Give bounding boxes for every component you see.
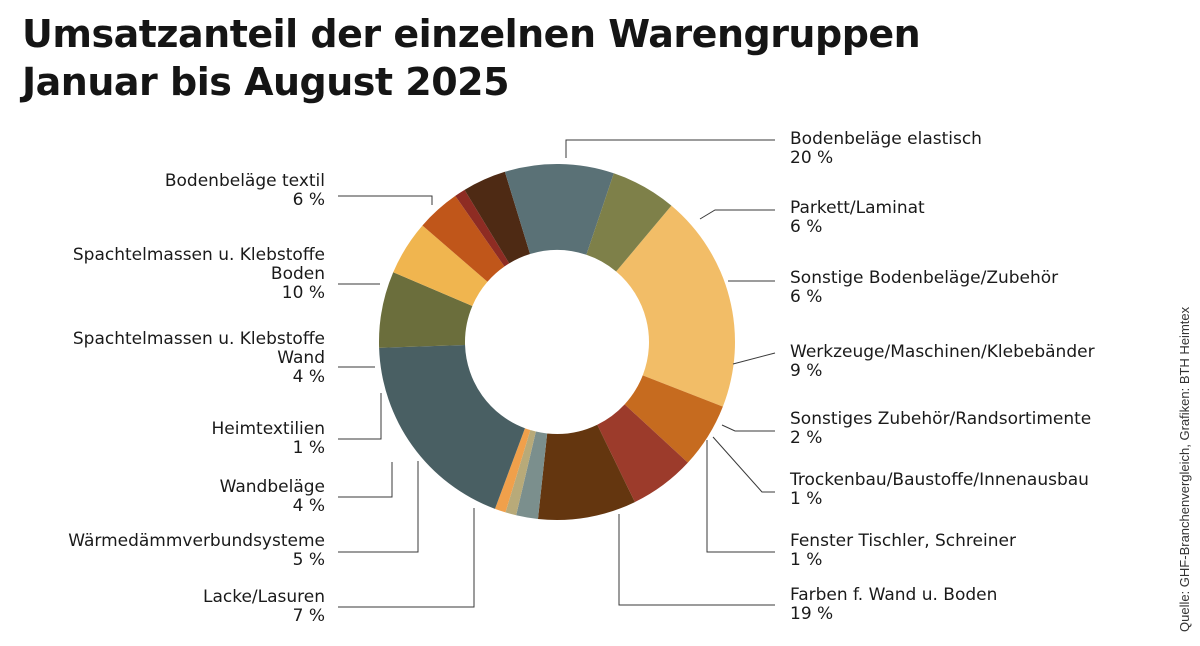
slice-0 — [616, 205, 735, 407]
slice-name-8: Lacke/Lasuren — [203, 587, 325, 607]
slice-label-10: Wandbeläge 4 % — [220, 477, 325, 516]
donut-slices — [379, 164, 735, 520]
slice-label-5: Trockenbau/Baustoffe/Innenausbau 1 % — [789, 470, 1089, 509]
slice-label-4: Sonstiges Zubehör/Randsortimente 2 % — [790, 409, 1091, 448]
slice-value-14: 6 % — [293, 190, 325, 210]
slice-name-9: Wärmedämmverbundsysteme — [68, 531, 325, 551]
leader-line-3 — [732, 352, 776, 365]
slice-value-10: 4 % — [293, 496, 325, 516]
slice-value-5: 1 % — [790, 489, 822, 509]
slice-value-12: 4 % — [293, 367, 325, 387]
slice-label-12: Spachtelmassen u. Klebstoffe Wand 4 % — [73, 329, 325, 387]
slice-name-4: Sonstiges Zubehör/Randsortimente — [790, 409, 1091, 429]
chart-title: Umsatzanteil der einzelnen Warengruppen … — [22, 10, 921, 106]
slice-name-14: Bodenbeläge textil — [165, 171, 325, 191]
slice-labels: Bodenbeläge elastisch 20 % Parkett/Laminat… — [68, 129, 1094, 626]
slice-name-13: Spachtelmassen u. Klebstoffe — [73, 245, 325, 265]
slice-label-14: Bodenbeläge textil 6 % — [165, 171, 325, 210]
slice-4 — [516, 431, 548, 519]
leader-line-5 — [712, 436, 775, 493]
leader-line-0 — [565, 139, 775, 158]
slice-label-3: Werkzeuge/Maschinen/Klebebänder 9 % — [790, 342, 1095, 381]
slice-label-6: Fenster Tischler, Schreiner 1 % — [790, 531, 1016, 570]
slice-value-4: 2 % — [790, 428, 822, 448]
leader-line-6 — [706, 440, 775, 553]
slice-value-2: 6 % — [790, 287, 822, 307]
slice-name-12: Spachtelmassen u. Klebstoffe — [73, 329, 325, 349]
slice-value-3: 9 % — [790, 361, 822, 381]
chart-title-line-2: Januar bis August 2025 — [22, 60, 510, 104]
slice-value-13: 10 % — [282, 283, 325, 303]
source-credit: Quelle: GHF-Branchenvergleich, Grafiken:… — [1177, 306, 1192, 632]
slice-name-13: Boden — [271, 264, 325, 284]
slice-name-11: Heimtextilien — [212, 419, 325, 439]
slice-name-7: Farben f. Wand u. Boden — [790, 585, 997, 605]
slice-name-1: Parkett/Laminat — [790, 198, 925, 218]
slice-label-1: Parkett/Laminat 6 % — [790, 198, 925, 237]
slice-9 — [393, 225, 488, 306]
slice-value-11: 1 % — [293, 438, 325, 458]
slice-10 — [422, 195, 505, 282]
slice-5 — [505, 430, 536, 516]
leader-line-9 — [338, 461, 419, 553]
slice-11 — [455, 189, 510, 267]
chart-title-line-1: Umsatzanteil der einzelnen Warengruppen — [22, 12, 921, 56]
slice-value-9: 5 % — [293, 550, 325, 570]
slice-label-9: Wärmedämmverbundsysteme 5 % — [68, 531, 325, 570]
slice-value-1: 6 % — [790, 217, 822, 237]
slice-name-0: Bodenbeläge elastisch — [790, 129, 982, 149]
slice-2 — [597, 404, 688, 503]
slice-value-6: 1 % — [790, 550, 822, 570]
slice-label-8: Lacke/Lasuren 7 % — [203, 587, 325, 626]
slice-label-11: Heimtextilien 1 % — [212, 419, 325, 458]
leader-line-11 — [338, 393, 382, 440]
leader-lines — [338, 139, 776, 608]
donut-chart: Bodenbeläge elastisch 20 % Parkett/Laminat… — [68, 129, 1094, 626]
leader-line-7 — [618, 514, 775, 606]
slice-value-0: 20 % — [790, 148, 833, 168]
slice-label-7: Farben f. Wand u. Boden 19 % — [790, 585, 997, 624]
slice-13 — [504, 164, 614, 255]
slice-6 — [494, 428, 531, 513]
slice-name-6: Fenster Tischler, Schreiner — [790, 531, 1016, 551]
slice-3 — [537, 424, 635, 520]
slice-14 — [586, 173, 672, 272]
slice-8 — [379, 272, 473, 348]
slice-name-12: Wand — [277, 348, 325, 368]
leader-line-1 — [699, 209, 775, 220]
slice-value-7: 19 % — [790, 604, 833, 624]
slice-7 — [379, 345, 525, 509]
slice-label-0: Bodenbeläge elastisch 20 % — [790, 129, 982, 168]
slice-label-2: Sonstige Bodenbeläge/Zubehör 6 % — [790, 268, 1058, 307]
leader-line-4 — [721, 424, 775, 432]
leader-line-14 — [338, 195, 433, 205]
slice-12 — [464, 171, 531, 264]
slice-name-5: Trockenbau/Baustoffe/Innenausbau — [789, 470, 1089, 490]
leader-line-8 — [338, 508, 475, 608]
slice-value-8: 7 % — [293, 606, 325, 626]
leader-line-10 — [338, 462, 393, 498]
slice-name-10: Wandbeläge — [220, 477, 325, 497]
slice-1 — [624, 375, 723, 463]
slice-name-2: Sonstige Bodenbeläge/Zubehör — [790, 268, 1058, 288]
slice-label-13: Spachtelmassen u. Klebstoffe Boden 10 % — [73, 245, 325, 303]
slice-name-3: Werkzeuge/Maschinen/Klebebänder — [790, 342, 1095, 362]
